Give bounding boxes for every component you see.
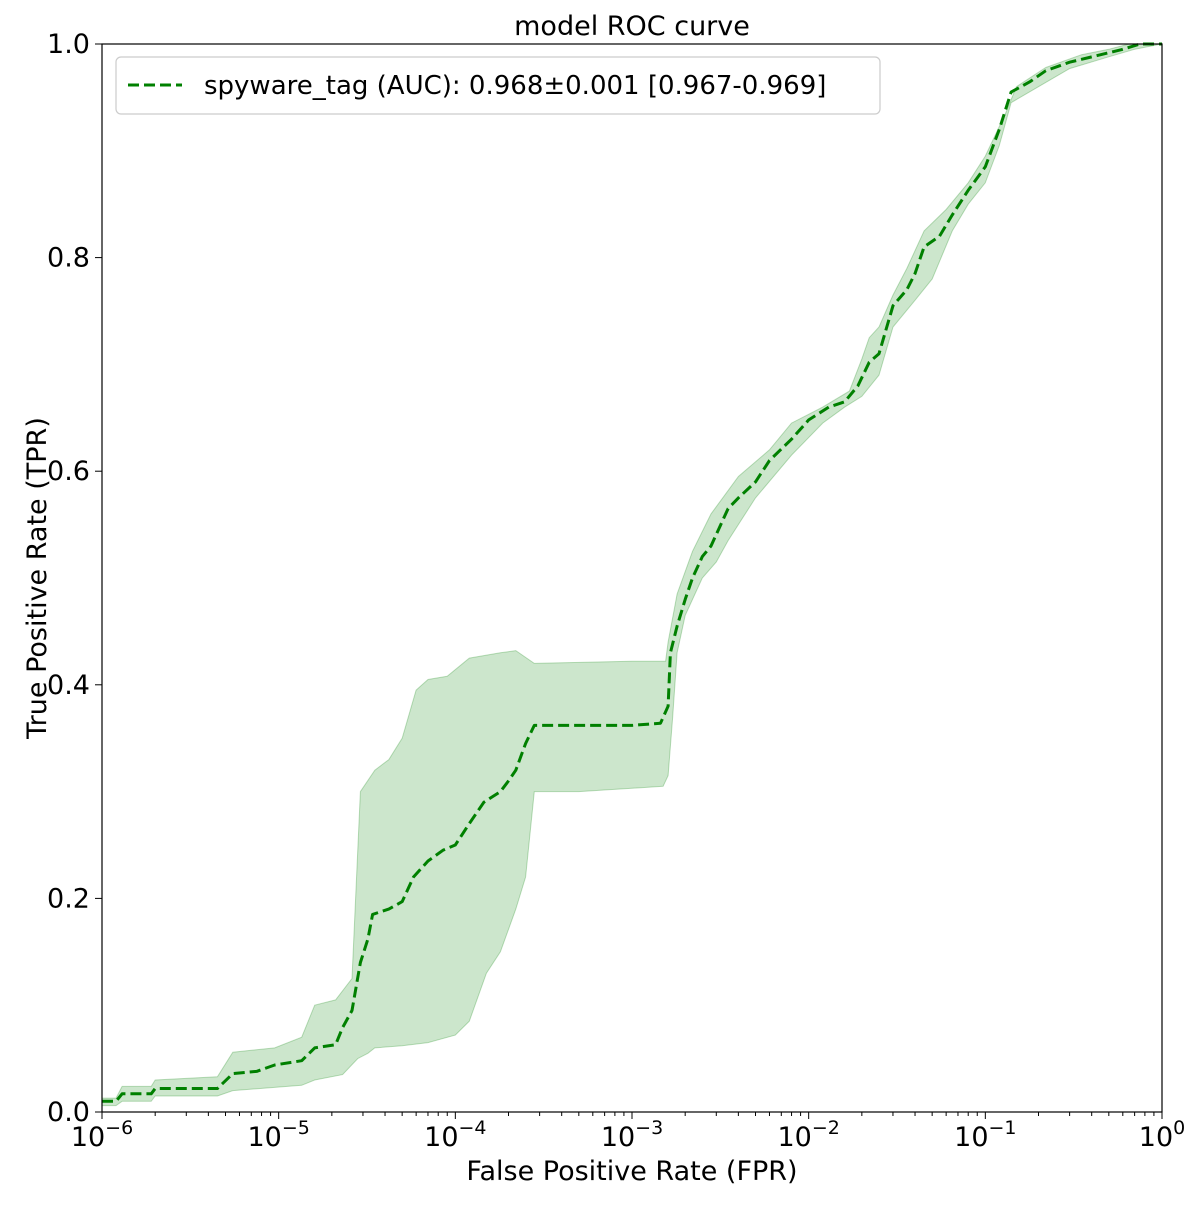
- y-tick-label: 0.0: [47, 1097, 90, 1128]
- x-tick-label: 10−4: [424, 1117, 486, 1153]
- y-tick-label: 0.4: [47, 670, 90, 701]
- x-tick-label: 10−6: [71, 1117, 133, 1153]
- series-line-layer: [102, 42, 1162, 1103]
- legend-series-label: spyware_tag (AUC): 0.968±0.001 [0.967-0.…: [204, 71, 826, 101]
- y-tick-label: 0.6: [47, 456, 90, 487]
- x-tick-label: 10−1: [954, 1117, 1016, 1153]
- series-confidence-band: [101, 43, 1163, 1107]
- y-tick-label: 1.0: [47, 29, 90, 60]
- y-tick-label: 0.2: [47, 883, 90, 914]
- x-tick-label: 10−5: [247, 1117, 309, 1153]
- y-axis-label: True Positive Rate (TPR): [22, 417, 53, 740]
- confidence-band-layer: [101, 43, 1163, 1107]
- legend: spyware_tag (AUC): 0.968±0.001 [0.967-0.…: [115, 56, 881, 115]
- y-axis-ticks: 0.0 0.2 0.4 0.6 0.8 1.0: [47, 29, 102, 1128]
- chart-title: model ROC curve: [514, 11, 750, 42]
- x-tick-label: 10−3: [601, 1117, 663, 1153]
- x-tick-label: 10−2: [777, 1117, 839, 1153]
- x-tick-label: 100: [1139, 1117, 1185, 1153]
- y-tick-label: 0.8: [47, 243, 90, 274]
- x-axis-label: False Positive Rate (FPR): [466, 1156, 797, 1187]
- x-axis-ticks: 10−6 10−5 10−4 10−3 10−2 10−1 100: [71, 1112, 1185, 1153]
- legend-box: [115, 56, 881, 115]
- series-line: [102, 42, 1162, 1103]
